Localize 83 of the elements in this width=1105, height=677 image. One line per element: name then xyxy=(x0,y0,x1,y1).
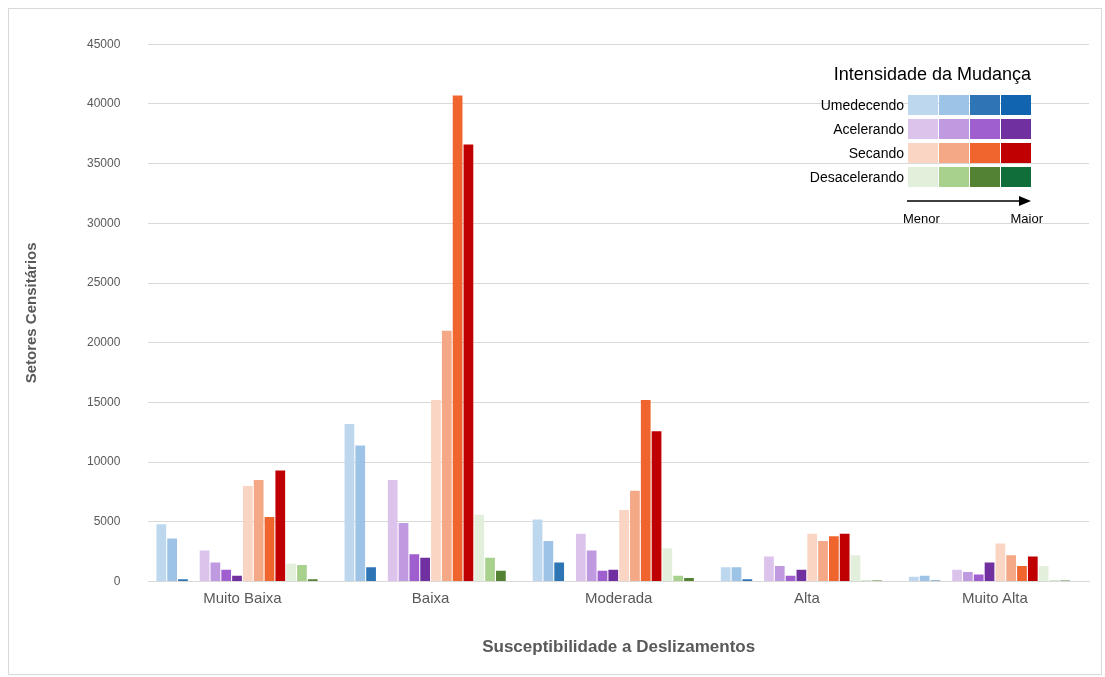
x-tick-label: Alta xyxy=(793,588,821,606)
y-tick-label: 10000 xyxy=(86,454,121,469)
bar xyxy=(651,431,662,582)
annotation: Maior xyxy=(1010,211,1043,226)
bar xyxy=(850,555,861,582)
legend-title: Intensidade da Mudança xyxy=(832,64,1031,85)
annotation: Menor xyxy=(903,211,940,226)
bar xyxy=(156,524,167,582)
y-axis-title: Setores Censitários xyxy=(22,242,40,384)
legend-label: Secando xyxy=(848,145,904,161)
bar xyxy=(764,556,774,582)
bar xyxy=(431,400,441,582)
bar xyxy=(452,95,463,582)
bar xyxy=(608,569,619,582)
x-axis-title: Susceptibilidade a Deslizamentos xyxy=(482,637,756,657)
bar xyxy=(984,562,995,582)
bar xyxy=(232,575,242,582)
bar xyxy=(963,572,973,582)
bar xyxy=(1006,555,1017,582)
bar xyxy=(952,569,962,582)
y-tick-label: 15000 xyxy=(86,394,121,409)
y-tick-label: 35000 xyxy=(86,155,121,170)
bar xyxy=(673,575,684,582)
bar xyxy=(720,567,731,582)
bar xyxy=(474,514,485,582)
x-tick-label: Muito Baixa xyxy=(203,588,283,606)
bar xyxy=(420,557,431,582)
bar xyxy=(409,554,420,582)
bar xyxy=(485,557,495,582)
bar xyxy=(167,538,177,582)
legend-label: Umedecendo xyxy=(820,97,904,113)
y-tick-label: 40000 xyxy=(86,96,121,111)
bar xyxy=(210,562,221,582)
bar xyxy=(242,486,253,582)
bar xyxy=(575,533,586,582)
y-tick-label: 45000 xyxy=(86,36,121,51)
bar xyxy=(344,423,355,582)
bar xyxy=(818,541,828,582)
x-tick-label: Muito Alta xyxy=(962,588,1029,606)
bar xyxy=(366,567,376,582)
bar xyxy=(297,564,307,582)
bar xyxy=(839,533,850,582)
x-tick-label: Moderada xyxy=(584,588,654,606)
bar xyxy=(597,570,608,582)
bar xyxy=(995,543,1006,582)
bar xyxy=(286,563,296,582)
bar xyxy=(630,490,640,582)
bar xyxy=(221,569,232,582)
bar xyxy=(828,536,839,582)
y-tick-label: 20000 xyxy=(86,335,121,350)
bar xyxy=(275,470,286,582)
bar xyxy=(807,533,818,582)
legend-label: Desacelerando xyxy=(809,169,904,185)
bar xyxy=(264,517,275,582)
bar xyxy=(973,574,984,582)
x-tick-label: Baixa xyxy=(411,588,450,606)
bar xyxy=(496,570,506,582)
y-tick-label: 30000 xyxy=(86,215,121,230)
bar xyxy=(908,576,919,582)
bar xyxy=(774,566,785,582)
bar xyxy=(731,567,742,582)
legend-label: Acelerando xyxy=(833,121,904,137)
bar xyxy=(1027,556,1038,582)
bar xyxy=(543,541,554,582)
bar xyxy=(586,550,597,582)
bar xyxy=(1038,566,1049,582)
bar xyxy=(662,548,673,582)
bar xyxy=(355,445,366,582)
bar xyxy=(253,480,264,582)
bar xyxy=(199,550,210,582)
y-tick-label: 5000 xyxy=(93,514,121,529)
bar xyxy=(398,523,409,582)
bar xyxy=(441,330,452,582)
bar xyxy=(640,400,651,582)
bar xyxy=(463,144,474,582)
bar xyxy=(684,578,694,582)
bar xyxy=(387,480,398,582)
bar xyxy=(1017,566,1027,582)
y-tick-label: 0 xyxy=(113,573,121,588)
bar xyxy=(554,562,565,582)
y-tick-label: 25000 xyxy=(86,275,121,290)
bar xyxy=(619,509,629,582)
bar xyxy=(532,519,543,582)
